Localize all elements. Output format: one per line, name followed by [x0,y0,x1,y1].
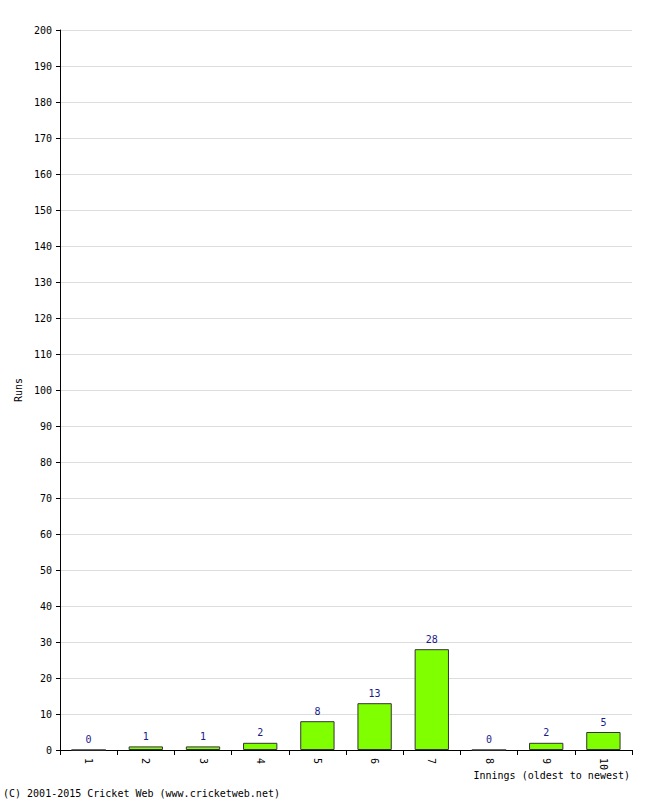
svg-text:0: 0 [46,745,52,756]
svg-text:50: 50 [40,565,52,576]
svg-text:80: 80 [40,457,52,468]
svg-text:170: 170 [34,133,52,144]
svg-text:5: 5 [600,717,606,728]
svg-text:1: 1 [143,731,149,742]
svg-text:20: 20 [40,673,52,684]
svg-text:7: 7 [426,758,437,764]
svg-text:2: 2 [257,727,263,738]
svg-text:3: 3 [198,758,209,764]
svg-text:6: 6 [369,758,380,764]
svg-text:(C) 2001-2015 Cricket Web (www: (C) 2001-2015 Cricket Web (www.cricketwe… [3,788,280,799]
svg-text:180: 180 [34,97,52,108]
svg-text:2: 2 [140,758,151,764]
svg-text:13: 13 [369,688,381,699]
svg-text:1: 1 [83,758,94,764]
svg-text:Innings (oldest to newest): Innings (oldest to newest) [473,770,630,781]
svg-text:120: 120 [34,313,52,324]
svg-text:130: 130 [34,277,52,288]
svg-text:9: 9 [541,758,552,764]
svg-text:Runs: Runs [13,378,24,402]
svg-text:4: 4 [255,758,266,764]
svg-text:10: 10 [40,709,52,720]
svg-text:10: 10 [598,758,609,770]
svg-text:90: 90 [40,421,52,432]
svg-text:1: 1 [200,731,206,742]
svg-text:100: 100 [34,385,52,396]
svg-text:30: 30 [40,637,52,648]
svg-text:5: 5 [312,758,323,764]
svg-text:2: 2 [543,727,549,738]
svg-text:40: 40 [40,601,52,612]
svg-text:0: 0 [86,734,92,745]
svg-text:150: 150 [34,205,52,216]
svg-text:160: 160 [34,169,52,180]
svg-text:0: 0 [486,734,492,745]
svg-text:60: 60 [40,529,52,540]
svg-text:110: 110 [34,349,52,360]
svg-text:28: 28 [426,634,438,645]
svg-text:140: 140 [34,241,52,252]
svg-text:70: 70 [40,493,52,504]
svg-text:190: 190 [34,61,52,72]
svg-text:8: 8 [484,758,495,764]
svg-text:200: 200 [34,25,52,36]
svg-text:8: 8 [314,706,320,717]
